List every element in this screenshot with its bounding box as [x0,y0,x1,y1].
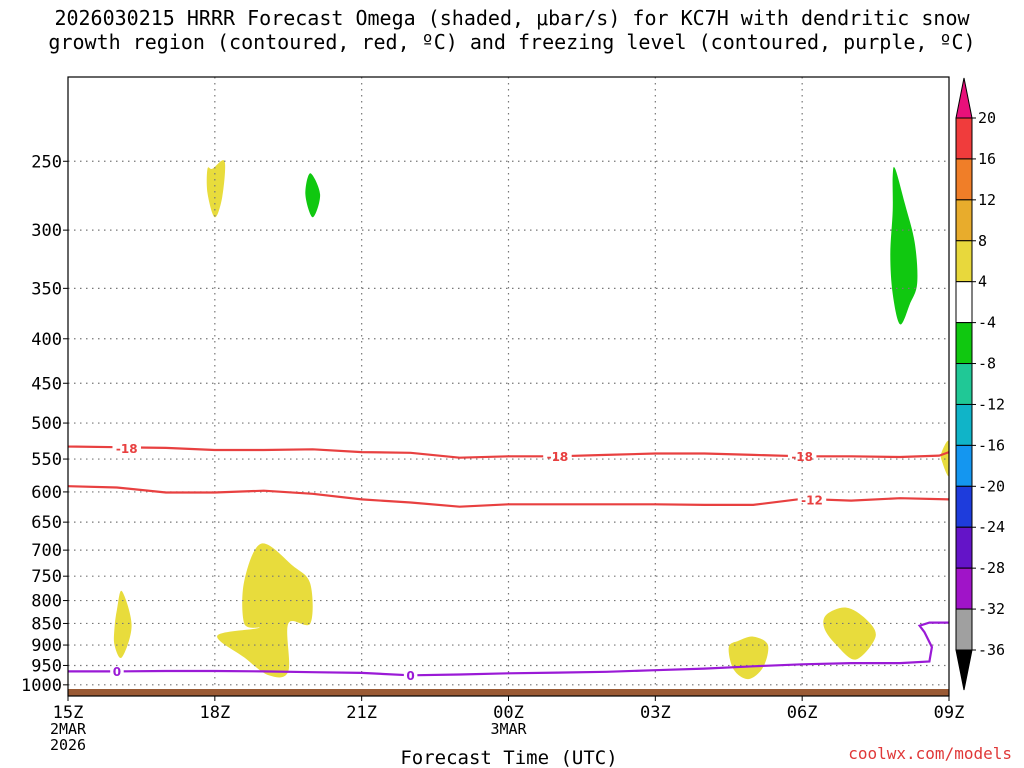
y-tick-label: 500 [31,414,62,434]
freezing-level-0-label: 0 [406,669,414,683]
colorbar-bottom-triangle [955,649,973,691]
temp-minus-12: -12 [68,485,949,508]
colorbar-segment [955,403,973,446]
credit-link[interactable]: coolwx.com/models [848,744,1012,763]
temp-minus-18: -18 -18 -18 [68,442,949,464]
y-tick-label: 900 [31,636,62,656]
colorbar-segment [955,117,973,160]
x-tick-label: 21Z [346,703,377,723]
x-tick-label: 09Z [934,703,965,723]
colorbar-segment [955,158,973,201]
chart-title-line2: growth region (contoured, red, ºC) and f… [48,30,976,54]
temp-minus-18-label: -18 [116,442,138,456]
colorbar-label: -28 [978,559,1005,577]
temp-minus-18-label: -18 [791,450,813,464]
y-tick-label: 450 [31,374,62,394]
omega-pos-5 [823,607,876,660]
colorbar-label: -36 [978,641,1005,659]
omega-shaded-regions [113,160,949,680]
x-tick-label: 15Z [53,703,84,723]
omega-pos-1 [206,160,226,218]
colorbar-segment [955,281,973,324]
colorbar-label: 20 [978,109,996,127]
colorbar-segment [955,444,973,487]
colorbar-segment [955,526,973,569]
x-tick-sublabel: 2026 [50,736,86,754]
colorbar-label: -24 [978,518,1005,536]
colorbar-top-triangle [955,77,973,119]
omega-neg-1 [305,173,321,218]
colorbar-label: 16 [978,150,996,168]
omega-pos-4 [728,636,769,680]
plot-border [67,76,950,697]
y-tick-label: 1000 [21,676,62,696]
y-tick-label: 600 [31,483,62,503]
surface-strip [68,689,949,696]
x-tick-label: 00Z [493,703,524,723]
colorbar-label: -16 [978,436,1005,454]
y-tick-label: 300 [31,221,62,241]
grid-lines [68,77,949,689]
colorbar: 20 16 12 8 4 -4 -8 -12 -16 -20 -24 -28 -32 -36 [955,77,1005,691]
y-tick-label: 850 [31,614,62,634]
colorbar-segment [955,485,973,528]
omega-pos-3 [217,543,313,678]
y-tick-label: 350 [31,279,62,299]
colorbar-label: -20 [978,477,1005,495]
x-tick-sublabel: 3MAR [490,720,527,738]
colorbar-label: 4 [978,273,987,291]
temp-minus-12-label: -12 [801,494,823,508]
contour-lines: -18-18 -18-120 0 [68,442,949,683]
x-tick-label: 06Z [787,703,818,723]
colorbar-segment [955,363,973,405]
y-tick-label: 700 [31,541,62,561]
x-tick-label: 18Z [199,703,230,723]
temp-minus-18-line [68,445,949,459]
colorbar-label: -4 [978,314,996,332]
temp-minus-18-label: -18 [547,450,569,464]
omega-pos-6 [940,440,949,477]
colorbar-label: -8 [978,355,996,373]
chart-title: 2026030215 HRRR Forecast Omega (shaded, … [0,6,1024,54]
x-tick-label: 03Z [640,703,671,723]
colorbar-label: 12 [978,191,996,209]
colorbar-segment [955,199,973,242]
y-tick-label: 550 [31,450,62,470]
omega-neg-2 [890,166,918,325]
temp-minus-12-line [68,485,949,508]
y-tick-label: 650 [31,513,62,533]
colorbar-segment [955,322,973,365]
y-tick-label: 950 [31,656,62,676]
y-tick-label: 400 [31,330,62,350]
x-tick-sublabel: 2MAR [50,720,87,738]
freezing-level-0-label: 0 [113,665,121,679]
y-tick-label: 750 [31,567,62,587]
colorbar-label: 8 [978,232,987,250]
plot-frame [67,76,950,697]
axes: 2503003504004505005506006507007508008509… [21,152,964,754]
colorbar-segment [955,608,973,651]
freezing-level-0-line [68,621,949,677]
y-tick-label: 250 [31,152,62,172]
colorbar-label: -12 [978,395,1005,413]
omega-pos-2 [113,590,132,659]
colorbar-segment [955,240,973,283]
colorbar-segment [955,567,973,610]
chart-title-line1: 2026030215 HRRR Forecast Omega (shaded, … [54,6,970,30]
colorbar-label: -32 [978,600,1005,618]
x-axis-label: Forecast Time (UTC) [400,747,617,768]
y-tick-label: 800 [31,592,62,612]
